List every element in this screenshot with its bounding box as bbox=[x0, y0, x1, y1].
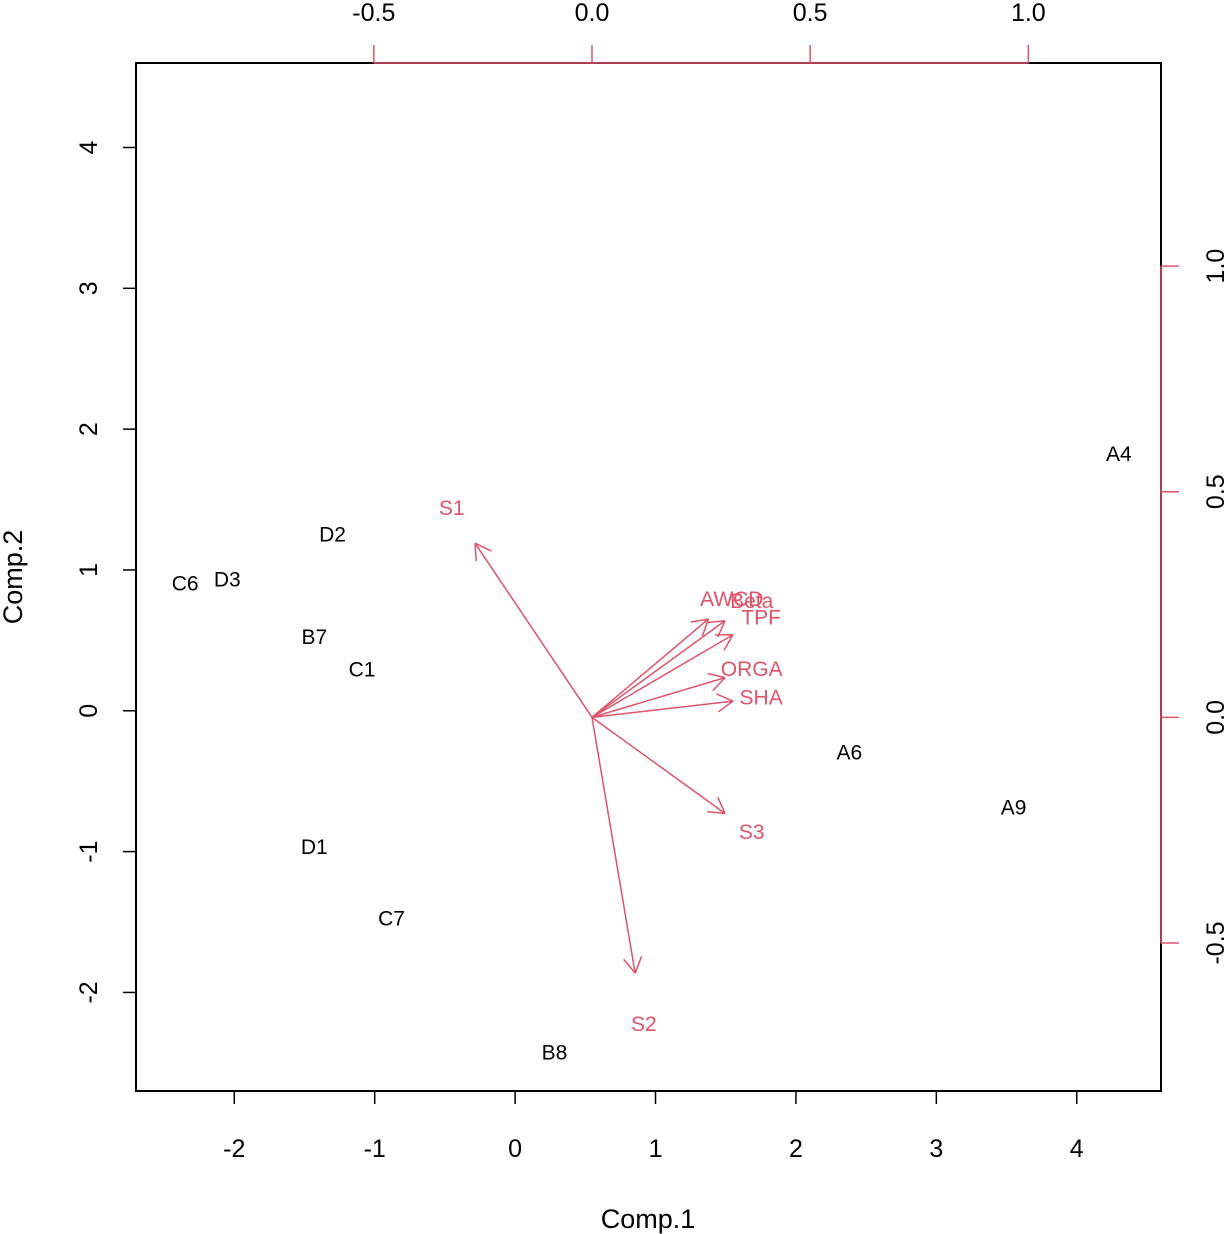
score-label-a9: A9 bbox=[1001, 796, 1027, 819]
loading-arrow-s2 bbox=[591, 717, 643, 974]
bottom-tick-label: 2 bbox=[789, 1135, 803, 1163]
loading-label-s1: S1 bbox=[439, 497, 465, 520]
left-tick-label: 0 bbox=[75, 704, 103, 718]
plot-frame bbox=[135, 62, 1162, 1092]
y-axis-title: Comp.2 bbox=[0, 530, 28, 625]
loading-label-s3: S3 bbox=[739, 821, 765, 844]
loading-arrow-tpf bbox=[591, 634, 734, 718]
bottom-tick-label: 1 bbox=[649, 1135, 663, 1163]
bottom-tick-label: -2 bbox=[223, 1135, 245, 1163]
score-label-a6: A6 bbox=[836, 742, 862, 765]
score-label-c1: C1 bbox=[349, 658, 376, 681]
top-tick-label: 0.0 bbox=[575, 0, 610, 27]
loading-label-orga: ORGA bbox=[721, 658, 783, 681]
x-axis-title: Comp.1 bbox=[601, 1204, 696, 1234]
loading-label-awcd: AWCD bbox=[700, 588, 763, 611]
score-labels: A4 D2 C6 D3 B7 C1 A6 A9 D1 C7 B8 bbox=[172, 443, 1132, 1064]
loading-label-tpf: TPF bbox=[741, 607, 781, 630]
bottom-tick-label: -1 bbox=[364, 1135, 386, 1163]
bottom-axis: -2 -1 0 1 2 3 4 bbox=[223, 1090, 1084, 1163]
loading-label-sha: SHA bbox=[740, 686, 783, 709]
loading-arrow-awcd bbox=[591, 618, 710, 718]
loading-arrow-s3 bbox=[591, 716, 726, 815]
right-tick-label: -0.5 bbox=[1202, 921, 1228, 964]
top-tick-label: 1.0 bbox=[1011, 0, 1046, 27]
left-tick-label: 4 bbox=[75, 140, 103, 154]
score-label-b8: B8 bbox=[542, 1041, 568, 1064]
left-tick-label: -2 bbox=[75, 981, 103, 1003]
score-label-d1: D1 bbox=[301, 836, 328, 859]
left-tick-label: 1 bbox=[75, 563, 103, 577]
right-tick-label: 0.5 bbox=[1202, 474, 1228, 509]
score-label-c7: C7 bbox=[378, 908, 405, 931]
score-label-a4: A4 bbox=[1106, 443, 1132, 466]
right-tick-label: 1.0 bbox=[1202, 249, 1228, 284]
right-tick-label: 0.0 bbox=[1202, 700, 1228, 735]
score-label-b7: B7 bbox=[301, 626, 327, 649]
right-axis: -0.5 0.0 0.5 1.0 bbox=[1160, 249, 1228, 965]
loading-arrow-beta bbox=[591, 620, 726, 718]
bottom-tick-label: 4 bbox=[1070, 1135, 1084, 1163]
loading-arrow-sha bbox=[591, 693, 734, 719]
loading-arrow-s1 bbox=[474, 542, 593, 718]
score-label-d2: D2 bbox=[319, 523, 346, 546]
loading-arrow-orga bbox=[591, 672, 726, 719]
bottom-tick-label: 3 bbox=[929, 1135, 943, 1163]
top-tick-label: 0.5 bbox=[793, 0, 828, 27]
bottom-tick-label: 0 bbox=[508, 1135, 522, 1163]
score-label-d3: D3 bbox=[214, 568, 241, 591]
left-tick-label: 3 bbox=[75, 281, 103, 295]
left-axis: -2 -1 0 1 2 3 4 bbox=[75, 140, 137, 1004]
loading-arrows bbox=[474, 542, 734, 974]
left-tick-label: -1 bbox=[75, 840, 103, 862]
loading-label-s2: S2 bbox=[631, 1013, 657, 1036]
loading-label-beta: Beta bbox=[730, 590, 774, 613]
score-label-c6: C6 bbox=[172, 573, 199, 596]
top-axis: -0.5 0.0 0.5 1.0 bbox=[352, 0, 1046, 64]
top-tick-label: -0.5 bbox=[352, 0, 395, 27]
left-tick-label: 2 bbox=[75, 422, 103, 436]
